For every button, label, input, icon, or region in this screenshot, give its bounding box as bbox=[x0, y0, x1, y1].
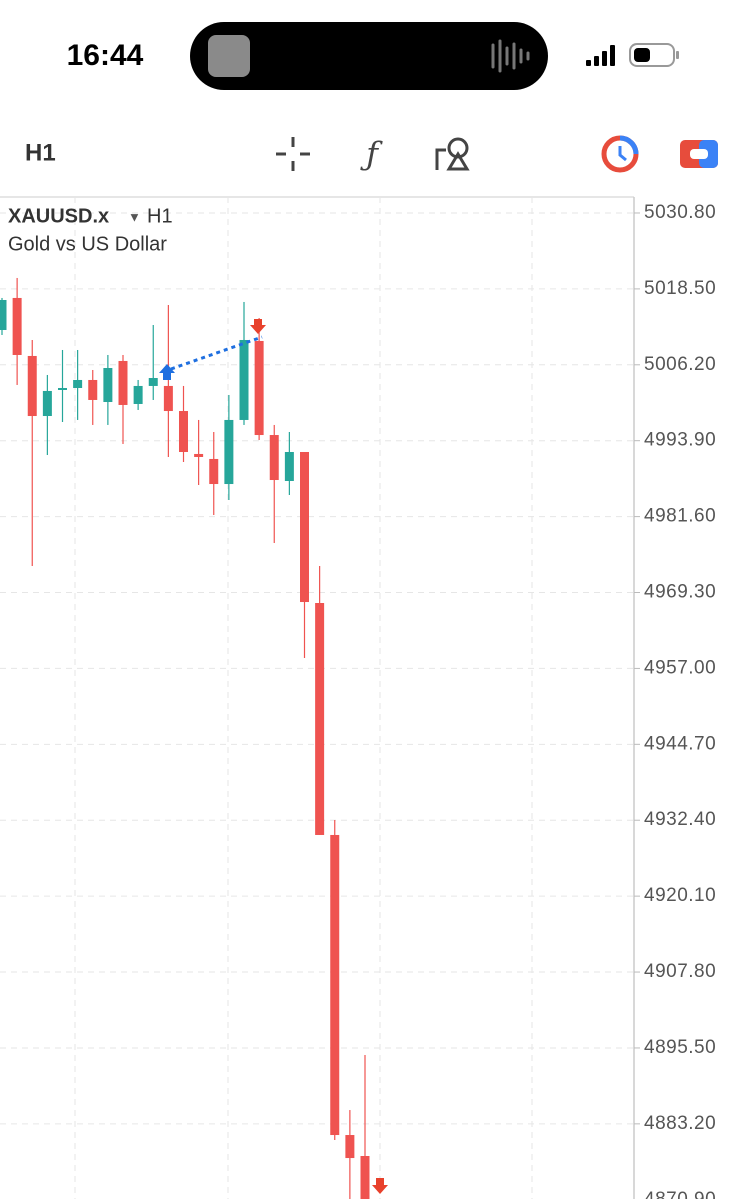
dynamic-island bbox=[190, 22, 548, 90]
signal-icon bbox=[586, 45, 615, 66]
sell-marker bbox=[372, 1178, 388, 1194]
symbol[interactable]: XAUUSD.x bbox=[8, 205, 109, 227]
candle-body bbox=[179, 411, 188, 452]
candle-body bbox=[148, 378, 158, 386]
candle-body bbox=[163, 385, 173, 412]
candle-body bbox=[284, 451, 294, 481]
legend-timeframe: H1 bbox=[147, 205, 173, 227]
trade-button[interactable] bbox=[680, 140, 718, 168]
candle-body bbox=[345, 1135, 355, 1159]
plot bbox=[0, 212, 640, 1199]
candle-body bbox=[239, 339, 249, 420]
y-tick-label: 4969.30 bbox=[644, 582, 716, 603]
buy-marker bbox=[159, 364, 175, 380]
candle-body bbox=[58, 387, 67, 390]
y-tick-label: 5006.20 bbox=[644, 354, 716, 375]
y-tick-label: 4932.40 bbox=[644, 809, 716, 830]
candle-body bbox=[360, 1156, 370, 1199]
y-tick-label: 4944.70 bbox=[644, 733, 716, 754]
crosshair-button[interactable] bbox=[276, 137, 310, 171]
timeframe-button[interactable]: H1 bbox=[25, 139, 56, 166]
candle-body bbox=[269, 435, 279, 481]
candle-body bbox=[300, 451, 309, 603]
y-tick-label: 4870.90 bbox=[644, 1189, 716, 1199]
candle-body bbox=[103, 368, 113, 403]
candle-body bbox=[224, 419, 234, 485]
status-time: 16:44 bbox=[67, 39, 144, 72]
candle-body bbox=[0, 299, 7, 330]
candle-body bbox=[254, 340, 264, 436]
trade-link bbox=[170, 335, 263, 371]
y-tick-label: 5018.50 bbox=[644, 278, 716, 299]
candle-body bbox=[209, 458, 219, 485]
candle-body bbox=[42, 390, 52, 417]
candle-body bbox=[73, 379, 83, 388]
y-tick-label: 4957.00 bbox=[644, 657, 716, 678]
sell-marker bbox=[250, 319, 266, 334]
y-tick-label: 4920.10 bbox=[644, 885, 716, 906]
y-tick-label: 5030.80 bbox=[644, 202, 716, 223]
drawing-button[interactable] bbox=[435, 137, 470, 171]
candle-body bbox=[330, 834, 340, 1136]
history-button[interactable] bbox=[601, 135, 639, 173]
album-art bbox=[208, 35, 250, 77]
battery-icon bbox=[629, 43, 679, 67]
audio-wave bbox=[491, 39, 530, 73]
y-tick-label: 4883.20 bbox=[644, 1113, 716, 1134]
candle-body bbox=[27, 355, 37, 417]
candle-body bbox=[118, 360, 128, 405]
vertical-grid bbox=[74, 197, 533, 1199]
symbol-dropdown[interactable]: ▼ bbox=[128, 209, 141, 224]
candle-body bbox=[12, 297, 22, 355]
indicator-button[interactable]: ƒ bbox=[360, 135, 383, 173]
candle-body bbox=[88, 379, 98, 400]
candle-body bbox=[315, 603, 325, 835]
candle-body bbox=[133, 385, 143, 404]
y-tick-label: 4993.90 bbox=[644, 430, 716, 451]
y-tick-label: 4981.60 bbox=[644, 506, 716, 527]
candle-body bbox=[194, 453, 204, 457]
y-tick-label: 4895.50 bbox=[644, 1037, 716, 1058]
y-tick-label: 4907.80 bbox=[644, 961, 716, 982]
symbol-description: Gold vs US Dollar bbox=[8, 233, 167, 255]
